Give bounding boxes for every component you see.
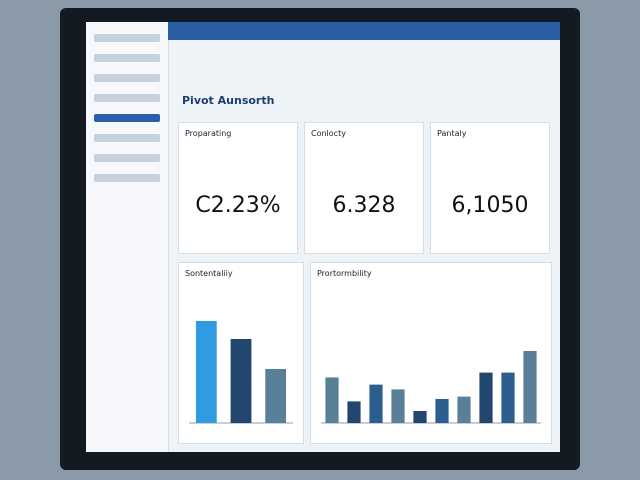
bar xyxy=(265,369,287,423)
bar xyxy=(435,399,449,423)
kpi-card: Proparating C2.23% xyxy=(178,122,298,254)
card-title: Conlocty xyxy=(311,129,346,138)
bar-chart xyxy=(189,321,293,424)
card-title: Proparating xyxy=(185,129,232,138)
bar xyxy=(325,377,339,423)
card-value: 6,1050 xyxy=(451,193,529,218)
chart-panel: Sontentaliiy xyxy=(178,262,304,444)
bar xyxy=(391,389,405,423)
sidebar xyxy=(86,22,169,452)
page-title: Pivot Aunsorth xyxy=(182,94,275,107)
screen: Pivot Aunsorth Proparating C2.23% Conloct… xyxy=(86,22,560,452)
card-value: C2.23% xyxy=(195,193,281,218)
nav-item[interactable] xyxy=(94,54,160,62)
bar xyxy=(457,396,471,423)
top-bar xyxy=(168,22,560,40)
nav-item[interactable] xyxy=(94,154,160,162)
bar xyxy=(413,411,427,423)
bar xyxy=(347,401,361,423)
bar xyxy=(501,372,515,423)
bar xyxy=(369,384,383,423)
kpi-card: Conlocty 6.328 xyxy=(304,122,424,254)
nav-item[interactable] xyxy=(94,94,160,102)
bar xyxy=(230,339,252,423)
chart-title: Sontentaliiy xyxy=(185,269,233,278)
nav-item[interactable] xyxy=(94,114,160,122)
card-value: 6.328 xyxy=(332,193,396,218)
bar xyxy=(479,372,493,423)
nav-item[interactable] xyxy=(94,134,160,142)
chart-title: Prortormbility xyxy=(317,269,372,278)
bar xyxy=(523,351,537,423)
bar xyxy=(195,321,217,423)
chart-panel: Prortormbility xyxy=(310,262,552,444)
card-title: Pantaly xyxy=(437,129,467,138)
nav-item[interactable] xyxy=(94,74,160,82)
kpi-card: Pantaly 6,1050 xyxy=(430,122,550,254)
bar-chart xyxy=(321,351,541,424)
nav-item[interactable] xyxy=(94,34,160,42)
nav-item[interactable] xyxy=(94,174,160,182)
